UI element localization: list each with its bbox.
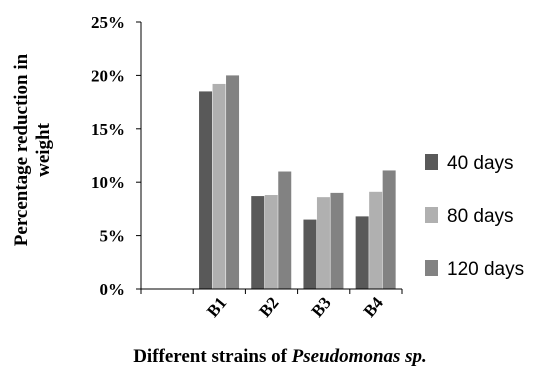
y-tick-labels: 0% 5% 10% 15% 20% 25%	[91, 13, 125, 299]
y-tick-label: 15%	[91, 120, 125, 139]
legend-swatch	[425, 154, 438, 170]
bar	[212, 83, 226, 289]
y-tick-label: 20%	[91, 66, 125, 85]
y-axis-title: Percentage reduction in weight	[11, 53, 54, 246]
bars	[199, 75, 396, 290]
y-tick-label: 10%	[91, 173, 125, 192]
bar	[330, 192, 344, 289]
bar	[226, 75, 240, 290]
x-axis-title-main: Different strains of	[133, 346, 291, 367]
y-tick-label: 0%	[100, 280, 126, 299]
y-axis-title-line2: weight	[33, 122, 54, 177]
legend: 40 days 80 days 120 days	[425, 153, 524, 280]
x-axis-title-italic: Pseudomonas sp.	[291, 346, 427, 367]
bar	[303, 219, 317, 289]
axis-tick-marks	[136, 21, 403, 294]
bar	[278, 171, 292, 289]
x-tick-label: B4	[360, 293, 388, 321]
legend-label: 80 days	[447, 206, 514, 227]
legend-swatch	[425, 207, 438, 223]
x-tick-label: B1	[203, 293, 230, 320]
bar	[382, 170, 396, 289]
legend-swatch	[425, 260, 438, 276]
bar	[199, 91, 213, 289]
y-axis-title-line1: Percentage reduction in	[11, 53, 32, 246]
y-tick-label: 25%	[91, 13, 125, 32]
x-tick-label: B3	[307, 293, 334, 320]
legend-label: 40 days	[447, 153, 514, 174]
legend-label: 120 days	[447, 259, 524, 280]
x-tick-labels: B1 B2 B3 B4	[203, 293, 387, 321]
y-tick-label: 5%	[100, 227, 126, 246]
x-tick-label: B2	[255, 293, 282, 320]
x-axis-title: Different strains of Pseudomonas sp.	[133, 346, 427, 367]
bar	[369, 191, 383, 289]
bar	[264, 195, 278, 289]
bar	[316, 197, 330, 289]
bar	[251, 196, 265, 289]
bar	[355, 216, 369, 289]
